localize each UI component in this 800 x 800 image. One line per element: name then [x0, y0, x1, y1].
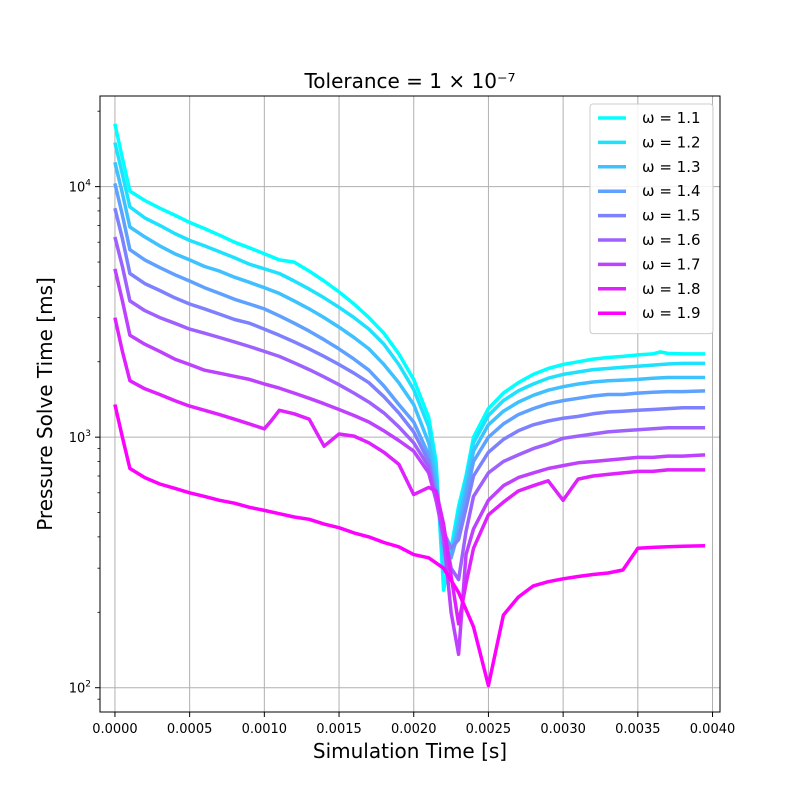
legend-label: ω = 1.5 [642, 207, 701, 225]
x-tick-label: 0.0015 [316, 722, 362, 737]
series-line-6 [113, 236, 706, 582]
series-line-3 [113, 161, 706, 560]
legend-label: ω = 1.1 [642, 109, 701, 127]
legend-label: ω = 1.6 [642, 231, 701, 249]
y-tick-label: 103 [69, 429, 91, 446]
x-tick-label: 0.0020 [391, 722, 437, 737]
legend-label: ω = 1.3 [642, 158, 701, 176]
x-tick-label: 0.0035 [615, 722, 661, 737]
series-line-9 [113, 404, 706, 688]
series-line-2 [113, 142, 706, 574]
chart-title: Tolerance = 1 × 10⁻⁷ [303, 69, 515, 93]
legend-label: ω = 1.8 [642, 280, 701, 298]
legend-label: ω = 1.9 [642, 304, 701, 322]
y-tick-label: 102 [69, 680, 91, 697]
series-line-7 [113, 268, 706, 657]
x-tick-label: 0.0025 [466, 722, 512, 737]
y-tick-base: 10 [69, 181, 86, 196]
y-tick-exponent: 2 [85, 680, 91, 690]
plot-frame [99, 95, 721, 713]
series-line-8 [113, 317, 706, 626]
series-line-1 [113, 123, 706, 592]
y-tick-exponent: 3 [85, 429, 91, 439]
legend-label: ω = 1.2 [642, 133, 701, 151]
x-tick-label: 0.0010 [242, 722, 288, 737]
x-tick-label: 0.0000 [92, 722, 138, 737]
x-tick-label: 0.0030 [540, 722, 586, 737]
series-lines [113, 123, 706, 688]
legend: ω = 1.1 ω = 1.2 ω = 1.3 ω = 1.4 ω = 1.5 ω = 1… [589, 103, 714, 335]
legend-label: ω = 1.4 [642, 182, 701, 200]
x-tick-label: 0.0040 [690, 722, 736, 737]
y-tick-exponent: 4 [85, 179, 91, 189]
series-line-4 [113, 182, 706, 560]
y-tick-base: 10 [69, 682, 86, 697]
x-axis-ticks: 0.0000 0.0005 0.0010 0.0015 0.0020 0.0025 0.00… [92, 712, 735, 737]
x-tick-label: 0.0005 [167, 722, 213, 737]
y-tick-label: 104 [69, 179, 92, 196]
y-tick-base: 10 [69, 431, 86, 446]
legend-box [589, 103, 714, 335]
legend-label: ω = 1.7 [642, 255, 701, 273]
x-axis-label: Simulation Time [s] [313, 739, 507, 763]
series-line-5 [113, 207, 706, 551]
y-axis-label: Pressure Solve Time [ms] [33, 277, 57, 531]
